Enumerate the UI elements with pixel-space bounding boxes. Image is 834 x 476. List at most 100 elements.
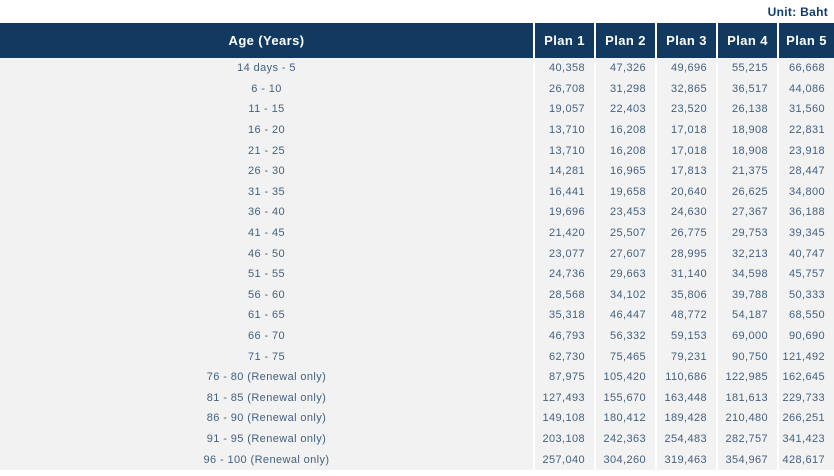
price-cell: 46,447	[594, 305, 655, 326]
table-row: 14 days - 5 40,358 47,326 49,696 55,215 66,66…	[0, 58, 834, 79]
price-cell: 17,813	[655, 160, 716, 182]
age-cell: 14 days - 5	[0, 58, 533, 79]
table-row: 61 - 65 35,318 46,447 48,772 54,187 68,550	[0, 305, 834, 326]
price-cell: 48,772	[655, 305, 716, 326]
table-header: Age (Years) Plan 1 Plan 2 Plan 3 Plan 4 …	[0, 23, 834, 58]
price-cell: 122,985	[716, 366, 777, 388]
price-cell: 29,663	[594, 263, 655, 285]
price-cell: 20,640	[655, 181, 716, 203]
age-cell: 36 - 40	[0, 202, 533, 223]
price-cell: 17,018	[655, 119, 716, 141]
price-cell: 24,630	[655, 202, 716, 223]
price-cell: 18,908	[716, 140, 777, 161]
age-cell: 16 - 20	[0, 119, 533, 141]
age-cell: 31 - 35	[0, 181, 533, 203]
price-cell: 45,757	[777, 263, 834, 285]
table-row: 51 - 55 24,736 29,663 31,140 34,598 45,757	[0, 263, 834, 285]
age-cell: 21 - 25	[0, 140, 533, 161]
table-row: 6 - 10 26,708 31,298 32,865 36,517 44,086	[0, 78, 834, 100]
age-cell: 71 - 75	[0, 346, 533, 367]
price-cell: 266,251	[777, 408, 834, 429]
price-cell: 155,670	[594, 387, 655, 409]
price-cell: 28,995	[655, 243, 716, 264]
price-cell: 354,967	[716, 449, 777, 470]
price-cell: 26,138	[716, 99, 777, 120]
plan-1-column-header: Plan 1	[533, 23, 594, 58]
table-body: 14 days - 5 40,358 47,326 49,696 55,215 66,66…	[0, 58, 834, 470]
price-cell: 121,492	[777, 346, 834, 367]
price-cell: 26,708	[533, 78, 594, 100]
price-cell: 46,793	[533, 325, 594, 347]
price-cell: 22,403	[594, 99, 655, 120]
price-cell: 16,208	[594, 119, 655, 141]
table-row: 21 - 25 13,710 16,208 17,018 18,908 23,918	[0, 140, 834, 161]
price-cell: 28,447	[777, 160, 834, 182]
price-cell: 62,730	[533, 346, 594, 367]
price-cell: 75,465	[594, 346, 655, 367]
age-cell: 51 - 55	[0, 263, 533, 285]
table-row: 36 - 40 19,696 23,453 24,630 27,367 36,188	[0, 202, 834, 223]
price-cell: 203,108	[533, 428, 594, 450]
age-cell: 96 - 100 (Renewal only)	[0, 449, 533, 470]
price-cell: 257,040	[533, 449, 594, 470]
price-table: Age (Years) Plan 1 Plan 2 Plan 3 Plan 4 …	[0, 23, 834, 470]
price-cell: 282,757	[716, 428, 777, 450]
table-row: 71 - 75 62,730 75,465 79,231 90,750 121,492	[0, 346, 834, 367]
price-cell: 69,000	[716, 325, 777, 347]
price-cell: 31,298	[594, 78, 655, 100]
price-cell: 17,018	[655, 140, 716, 161]
table-row: 41 - 45 21,420 25,507 26,775 29,753 39,345	[0, 222, 834, 244]
price-cell: 90,750	[716, 346, 777, 367]
price-cell: 35,806	[655, 284, 716, 306]
table-row: 56 - 60 28,568 34,102 35,806 39,788 50,333	[0, 284, 834, 306]
price-cell: 50,333	[777, 284, 834, 306]
table-row: 76 - 80 (Renewal only) 87,975 105,420 110,6…	[0, 366, 834, 388]
price-cell: 110,686	[655, 366, 716, 388]
age-column-header: Age (Years)	[0, 23, 533, 58]
age-cell: 41 - 45	[0, 222, 533, 244]
price-cell: 87,975	[533, 366, 594, 388]
price-cell: 44,086	[777, 78, 834, 100]
price-cell: 105,420	[594, 366, 655, 388]
price-cell: 254,483	[655, 428, 716, 450]
age-cell: 56 - 60	[0, 284, 533, 306]
price-cell: 341,423	[777, 428, 834, 450]
price-cell: 19,057	[533, 99, 594, 120]
price-cell: 181,613	[716, 387, 777, 409]
price-cell: 319,463	[655, 449, 716, 470]
price-cell: 66,668	[777, 58, 834, 79]
price-cell: 180,412	[594, 408, 655, 429]
price-cell: 90,690	[777, 325, 834, 347]
table-row: 46 - 50 23,077 27,607 28,995 32,213 40,747	[0, 243, 834, 264]
plan-3-column-header: Plan 3	[655, 23, 716, 58]
age-cell: 26 - 30	[0, 160, 533, 182]
table-row: 96 - 100 (Renewal only) 257,040 304,260 319…	[0, 449, 834, 470]
price-cell: 36,188	[777, 202, 834, 223]
price-cell: 31,560	[777, 99, 834, 120]
age-cell: 61 - 65	[0, 305, 533, 326]
table-row: 16 - 20 13,710 16,208 17,018 18,908 22,831	[0, 119, 834, 141]
price-cell: 149,108	[533, 408, 594, 429]
price-cell: 54,187	[716, 305, 777, 326]
table-row: 66 - 70 46,793 56,332 59,153 69,000 90,690	[0, 325, 834, 347]
age-cell: 6 - 10	[0, 78, 533, 100]
price-cell: 16,441	[533, 181, 594, 203]
price-cell: 13,710	[533, 140, 594, 161]
age-cell: 76 - 80 (Renewal only)	[0, 366, 533, 388]
price-cell: 304,260	[594, 449, 655, 470]
price-cell: 127,493	[533, 387, 594, 409]
price-cell: 163,448	[655, 387, 716, 409]
price-cell: 29,753	[716, 222, 777, 244]
price-cell: 36,517	[716, 78, 777, 100]
plan-5-column-header: Plan 5	[777, 23, 834, 58]
price-cell: 68,550	[777, 305, 834, 326]
price-cell: 162,645	[777, 366, 834, 388]
price-cell: 14,281	[533, 160, 594, 182]
price-cell: 79,231	[655, 346, 716, 367]
table-row: 81 - 85 (Renewal only) 127,493 155,670 163,…	[0, 387, 834, 409]
price-cell: 23,918	[777, 140, 834, 161]
price-cell: 24,736	[533, 263, 594, 285]
price-cell: 23,520	[655, 99, 716, 120]
plan-4-column-header: Plan 4	[716, 23, 777, 58]
